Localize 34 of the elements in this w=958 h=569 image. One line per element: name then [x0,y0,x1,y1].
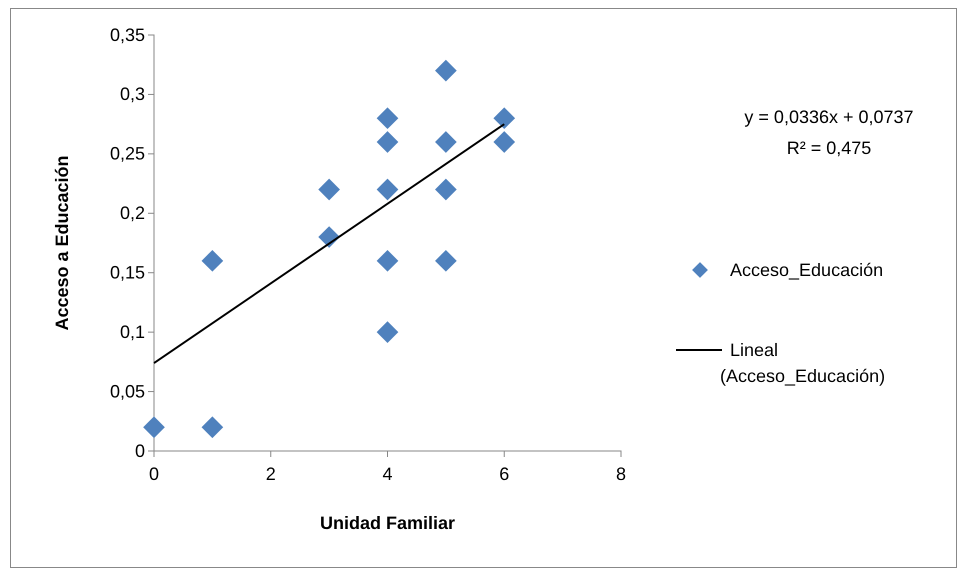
point [435,178,457,200]
legend-label: Lineal (Acceso_Educación) [720,340,886,386]
y-tick-label: 0,05 [110,381,145,402]
x-axis-title: Unidad Familiar [320,513,456,533]
text: y = 0,0336x + 0,0737 [744,107,914,127]
y-tick-label: 0,25 [110,144,145,164]
point [493,107,516,130]
point [435,131,457,153]
y-tick-label: 0,15 [110,262,145,282]
text: R² = 0,475 [786,138,872,158]
point [376,178,398,200]
y-tick-label: 0 [134,440,145,461]
point [202,250,224,272]
point [202,416,224,438]
point [376,131,398,153]
point [376,107,398,130]
point [435,250,457,272]
point [143,416,165,438]
x-tick-label: 0 [148,464,160,484]
y-tick-label: 0,1 [120,322,145,342]
x-tick-label: 2 [266,464,276,484]
x-tick-label: 4 [382,464,393,484]
x-tick-label: 6 [499,464,510,484]
y-tick-label: 0,35 [110,24,145,45]
point [318,178,340,200]
legend-label: Acceso_Educación [730,260,884,280]
x-tick-label: 8 [616,464,626,484]
point [435,60,457,82]
point [493,131,516,153]
point [376,321,398,343]
point [376,250,398,272]
y-axis-title: Acceso a Educación [52,155,72,331]
y-tick-label: 0,2 [120,203,145,224]
y-tick-label: 0,3 [120,84,145,104]
